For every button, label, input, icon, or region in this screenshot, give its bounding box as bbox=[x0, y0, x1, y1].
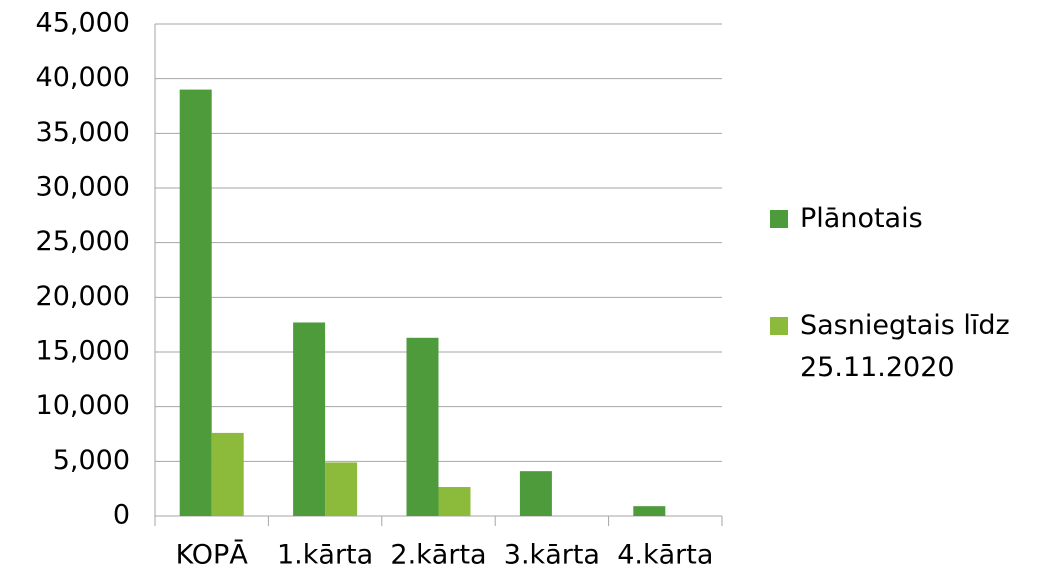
bar bbox=[519, 471, 552, 516]
y-tick-label: 0 bbox=[113, 500, 130, 531]
bar bbox=[179, 89, 212, 516]
bar bbox=[406, 337, 439, 516]
legend-item: Sasniegtais līdz 25.11.2020 bbox=[770, 305, 1040, 389]
legend-swatch bbox=[770, 317, 788, 335]
bar bbox=[211, 432, 244, 516]
legend-swatch bbox=[770, 210, 788, 228]
x-tick-label: 3.kārta bbox=[504, 540, 600, 571]
x-tick-label: 4.kārta bbox=[617, 540, 713, 571]
bar bbox=[325, 462, 358, 516]
bar bbox=[293, 322, 326, 516]
y-tick-label: 25,000 bbox=[36, 226, 130, 257]
y-tick-label: 45,000 bbox=[36, 8, 130, 39]
y-tick-label: 20,000 bbox=[36, 281, 130, 312]
y-tick-label: 10,000 bbox=[36, 390, 130, 421]
legend-item: Plānotais bbox=[770, 198, 1040, 240]
x-tick-label: 1.kārta bbox=[277, 540, 373, 571]
y-tick-label: 5,000 bbox=[53, 445, 130, 476]
bar bbox=[438, 487, 471, 516]
x-tick-label: 2.kārta bbox=[390, 540, 486, 571]
legend-label: Plānotais bbox=[800, 203, 923, 234]
bar bbox=[633, 506, 666, 516]
y-tick-label: 30,000 bbox=[36, 172, 130, 203]
y-tick-label: 40,000 bbox=[36, 62, 130, 93]
y-tick-label: 15,000 bbox=[36, 336, 130, 367]
y-tick-label: 35,000 bbox=[36, 117, 130, 148]
x-tick-label: KOPĀ bbox=[176, 540, 249, 571]
legend-label: Sasniegtais līdz 25.11.2020 bbox=[800, 310, 1010, 383]
